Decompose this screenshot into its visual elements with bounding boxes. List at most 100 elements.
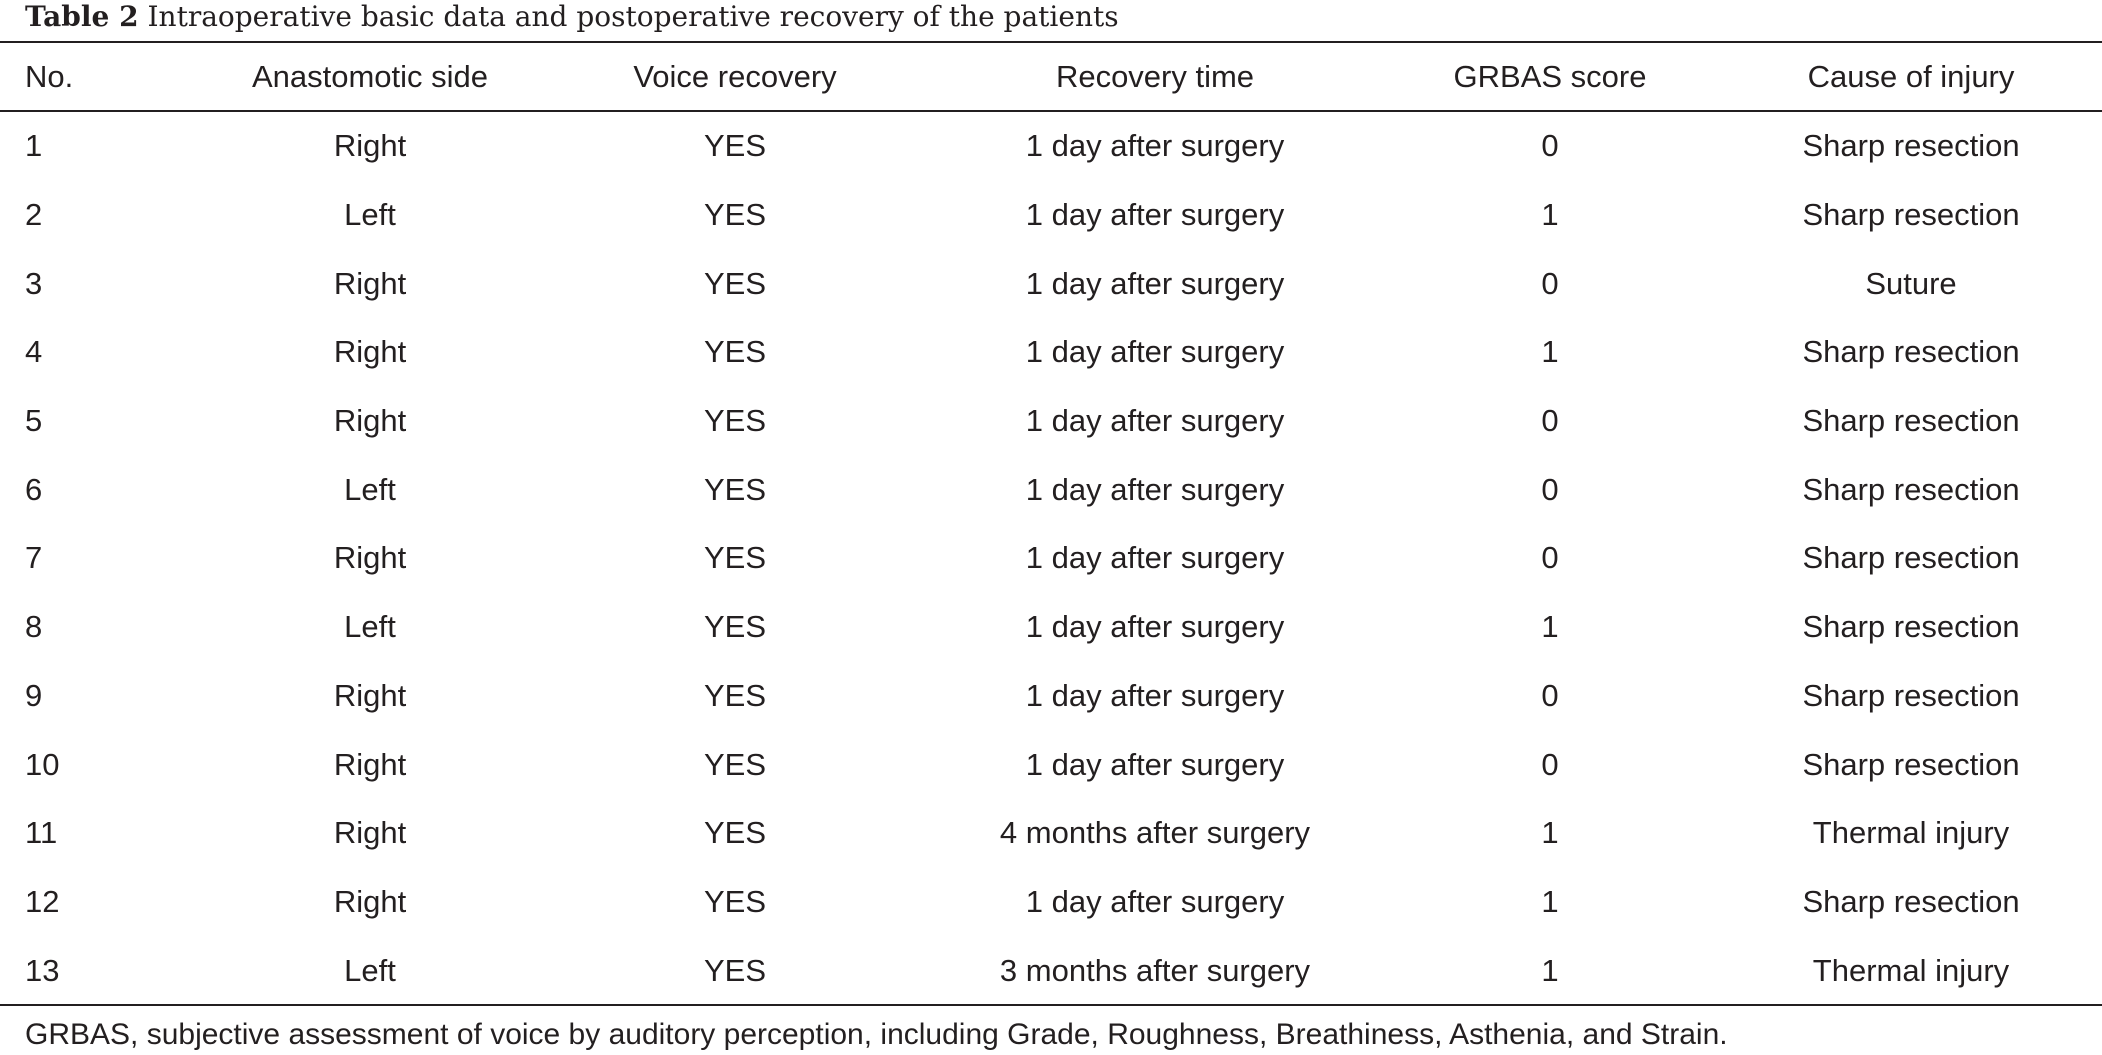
cell-grbas-score: 0	[1541, 746, 1559, 782]
table-row: 5 Right YES 1 day after surgery 0 Sharp …	[0, 387, 2102, 456]
cell-grbas-score: 0	[1541, 403, 1559, 439]
cell-no: 4	[25, 334, 43, 370]
header-row: No. Anastomotic side Voice recovery Reco…	[0, 43, 2102, 110]
cell-cause-of-injury: Sharp resection	[1802, 883, 2020, 919]
cell-no: 10	[25, 746, 60, 782]
cell-recovery-time: 1 day after surgery	[1025, 746, 1285, 782]
cell-voice-recovery: YES	[703, 883, 767, 919]
cell-anastomotic-side: Right	[333, 746, 407, 782]
cell-cause-of-injury: Sharp resection	[1802, 609, 2020, 645]
table-row: 4 Right YES 1 day after surgery 1 Sharp …	[0, 318, 2102, 387]
cell-cause-of-injury: Thermal injury	[1812, 952, 2010, 988]
cell-cause-of-injury: Sharp resection	[1802, 471, 2020, 507]
cell-cause-of-injury: Sharp resection	[1802, 403, 2020, 439]
table-row: 13 Left YES 3 months after surgery 1 The…	[0, 936, 2102, 1005]
table-top-rule	[0, 41, 2102, 43]
cell-recovery-time: 1 day after surgery	[1025, 540, 1285, 576]
cell-voice-recovery: YES	[703, 952, 767, 988]
cell-no: 6	[25, 471, 43, 507]
cell-cause-of-injury: Sharp resection	[1802, 128, 2020, 164]
cell-anastomotic-side: Left	[344, 609, 396, 645]
table-header-rule	[0, 110, 2102, 112]
cell-no: 9	[25, 677, 43, 713]
cell-recovery-time: 1 day after surgery	[1025, 677, 1285, 713]
cell-cause-of-injury: Sharp resection	[1802, 197, 2020, 233]
data-table: No. Anastomotic side Voice recovery Reco…	[0, 43, 2102, 1005]
cell-recovery-time: 1 day after surgery	[1025, 471, 1285, 507]
cell-cause-of-injury: Sharp resection	[1802, 540, 2020, 576]
cell-anastomotic-side: Right	[333, 403, 407, 439]
column-header-anastomotic-side: Anastomotic side	[251, 58, 489, 94]
column-header-recovery-time: Recovery time	[1055, 58, 1255, 94]
cell-grbas-score: 0	[1541, 128, 1559, 164]
cell-no: 5	[25, 403, 43, 439]
cell-recovery-time: 1 day after surgery	[1025, 334, 1285, 370]
cell-recovery-time: 1 day after surgery	[1025, 403, 1285, 439]
cell-no: 8	[25, 609, 43, 645]
cell-grbas-score: 0	[1541, 471, 1559, 507]
column-header-grbas-score: GRBAS score	[1453, 58, 1647, 94]
table-caption-label: Table 2	[25, 0, 139, 33]
column-header-voice-recovery: Voice recovery	[633, 58, 837, 94]
table-row: 8 Left YES 1 day after surgery 1 Sharp r…	[0, 593, 2102, 662]
table-caption-text: Intraoperative basic data and postoperat…	[147, 0, 1119, 33]
cell-voice-recovery: YES	[703, 677, 767, 713]
cell-voice-recovery: YES	[703, 128, 767, 164]
column-header-cause-of-injury: Cause of injury	[1807, 58, 2015, 94]
cell-no: 12	[25, 883, 60, 919]
table-row: 3 Right YES 1 day after surgery 0 Suture	[0, 249, 2102, 318]
table-caption: Table 2 Intraoperative basic data and po…	[25, 0, 1119, 40]
cell-no: 1	[25, 128, 43, 164]
cell-voice-recovery: YES	[703, 609, 767, 645]
cell-voice-recovery: YES	[703, 815, 767, 851]
cell-no: 13	[25, 952, 60, 988]
cell-no: 11	[25, 815, 58, 851]
cell-no: 3	[25, 265, 43, 301]
cell-anastomotic-side: Right	[333, 334, 407, 370]
cell-grbas-score: 0	[1541, 677, 1559, 713]
table-footnote: GRBAS, subjective assessment of voice by…	[25, 1018, 1728, 1051]
table-row: 7 Right YES 1 day after surgery 0 Sharp …	[0, 524, 2102, 593]
cell-voice-recovery: YES	[703, 197, 767, 233]
cell-cause-of-injury: Sharp resection	[1802, 746, 2020, 782]
cell-anastomotic-side: Right	[333, 128, 407, 164]
cell-grbas-score: 0	[1541, 265, 1559, 301]
cell-anastomotic-side: Right	[333, 540, 407, 576]
cell-anastomotic-side: Right	[333, 815, 407, 851]
column-header-no: No.	[25, 58, 74, 94]
cell-recovery-time: 1 day after surgery	[1025, 265, 1285, 301]
cell-recovery-time: 3 months after surgery	[999, 952, 1311, 988]
cell-recovery-time: 1 day after surgery	[1025, 883, 1285, 919]
cell-cause-of-injury: Suture	[1865, 265, 1957, 301]
cell-grbas-score: 0	[1541, 540, 1559, 576]
cell-recovery-time: 1 day after surgery	[1025, 197, 1285, 233]
cell-voice-recovery: YES	[703, 540, 767, 576]
cell-grbas-score: 1	[1541, 815, 1559, 851]
table-row: 11 Right YES 4 months after surgery 1 Th…	[0, 799, 2102, 868]
cell-anastomotic-side: Right	[333, 677, 407, 713]
cell-recovery-time: 1 day after surgery	[1025, 609, 1285, 645]
cell-anastomotic-side: Right	[333, 265, 407, 301]
table-row: 12 Right YES 1 day after surgery 1 Sharp…	[0, 868, 2102, 937]
cell-grbas-score: 1	[1541, 952, 1559, 988]
cell-voice-recovery: YES	[703, 334, 767, 370]
cell-recovery-time: 1 day after surgery	[1025, 128, 1285, 164]
table-body: 1 Right YES 1 day after surgery 0 Sharp …	[0, 112, 2102, 1005]
cell-cause-of-injury: Sharp resection	[1802, 677, 2020, 713]
cell-recovery-time: 4 months after surgery	[999, 815, 1311, 851]
cell-anastomotic-side: Right	[333, 883, 407, 919]
cell-anastomotic-side: Left	[344, 952, 396, 988]
table-row: 6 Left YES 1 day after surgery 0 Sharp r…	[0, 455, 2102, 524]
cell-cause-of-injury: Thermal injury	[1812, 815, 2010, 851]
table-row: 10 Right YES 1 day after surgery 0 Sharp…	[0, 730, 2102, 799]
table-row: 1 Right YES 1 day after surgery 0 Sharp …	[0, 112, 2102, 181]
table-bottom-rule	[0, 1004, 2102, 1006]
cell-grbas-score: 1	[1541, 609, 1559, 645]
cell-no: 2	[25, 197, 43, 233]
cell-anastomotic-side: Left	[344, 471, 396, 507]
cell-grbas-score: 1	[1541, 197, 1559, 233]
cell-grbas-score: 1	[1541, 334, 1559, 370]
table-header: No. Anastomotic side Voice recovery Reco…	[0, 43, 2102, 112]
cell-voice-recovery: YES	[703, 403, 767, 439]
cell-cause-of-injury: Sharp resection	[1802, 334, 2020, 370]
